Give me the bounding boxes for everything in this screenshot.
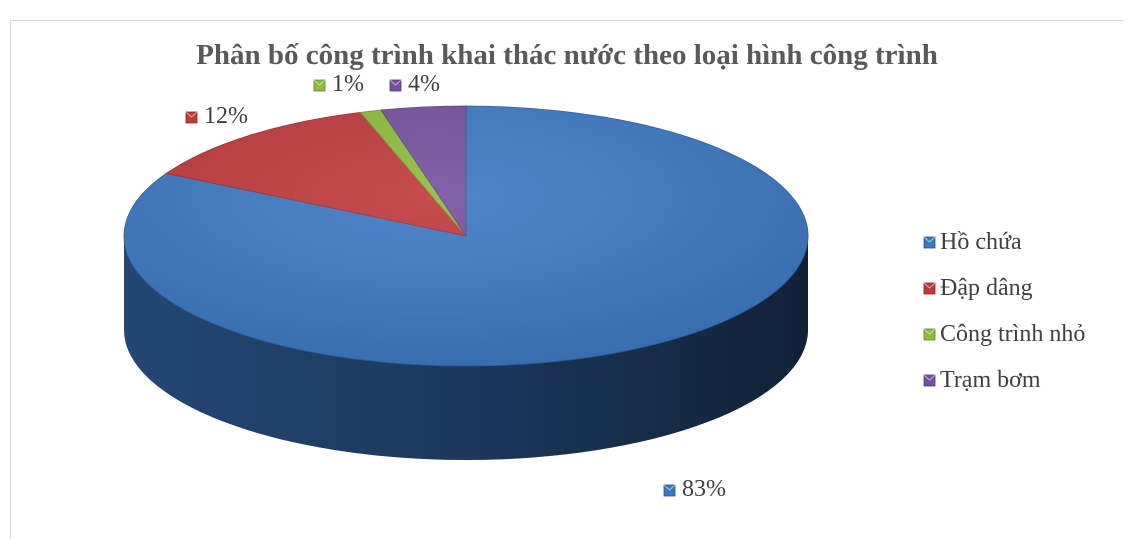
data-label-marker-3 (389, 79, 402, 92)
data-label-3: 4% (408, 71, 440, 97)
legend-item-0: Hồ chứa (923, 229, 1022, 255)
data-label-2: 1% (332, 71, 364, 97)
data-label-marker-0 (663, 484, 676, 497)
legend-marker-3 (923, 374, 936, 387)
legend-marker-0 (923, 236, 936, 249)
legend-label-0: Hồ chứa (940, 229, 1022, 255)
legend-label-3: Trạm bơm (940, 367, 1041, 393)
legend-label-1: Đập dâng (940, 275, 1033, 301)
data-label-marker-2 (313, 79, 326, 92)
legend-item-2: Công trình nhỏ (923, 321, 1085, 347)
data-labels: 83% 12% 1% 4% (185, 71, 726, 502)
pie-top-shading (124, 106, 808, 366)
legend-label-2: Công trình nhỏ (940, 321, 1085, 347)
pie-layer (123, 105, 809, 460)
legend-marker-1 (923, 282, 936, 295)
data-label-marker-1 (185, 111, 198, 124)
chart-frame (10, 20, 1124, 539)
legend-item-1: Đập dâng (923, 275, 1033, 301)
data-label-1: 12% (204, 103, 248, 129)
legend-item-3: Trạm bơm (923, 367, 1041, 393)
legend: Hồ chứa Đập dâng Công trình nhỏ Trạm bơm (923, 229, 1085, 393)
legend-marker-2 (923, 328, 936, 341)
data-label-0: 83% (682, 476, 726, 502)
chart-title: Phân bố công trình khai thác nước theo l… (196, 39, 938, 71)
pie-side-shading-0 (124, 236, 808, 460)
